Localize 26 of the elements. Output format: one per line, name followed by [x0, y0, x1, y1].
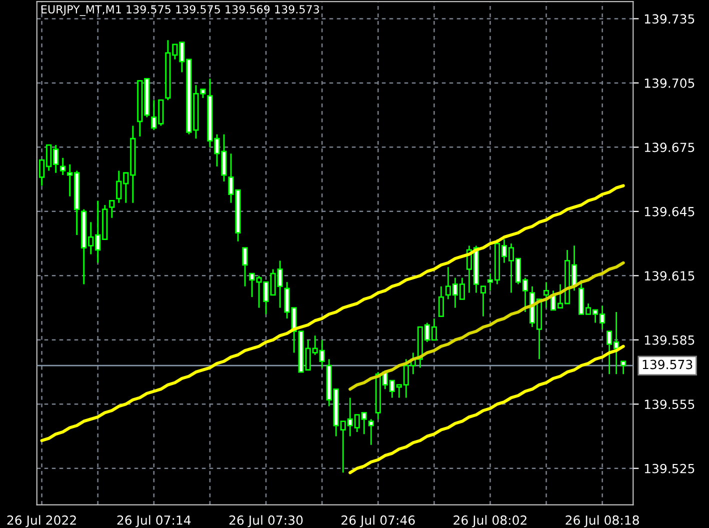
x-tick-label: 26 Jul 07:30	[229, 515, 303, 528]
candlestick	[368, 418, 374, 446]
y-tick-label: 139.705	[644, 78, 694, 88]
candlestick	[620, 360, 626, 375]
line-series	[40, 184, 625, 442]
x-tick-label: 26 Jul 07:46	[342, 515, 415, 528]
ref-line-label: 139.573	[642, 360, 692, 370]
candlestick	[480, 286, 486, 318]
y-tick-label: 139.675	[644, 142, 694, 152]
x-tick-label: 26 Jul 08:18	[566, 515, 639, 528]
line-series	[348, 261, 625, 391]
candlestick	[242, 247, 248, 288]
line-series	[348, 344, 625, 474]
candlestick	[438, 286, 444, 318]
candlestick	[109, 200, 115, 219]
y-tick-label: 139.585	[644, 335, 694, 345]
y-tick-label: 139.645	[644, 206, 694, 216]
y-tick-label: 139.525	[644, 464, 694, 474]
chart-title: EURJPY_MT,M1 139.575 139.575 139.569 139.573	[42, 5, 319, 16]
candlestick	[60, 157, 66, 176]
y-tick-label: 139.735	[644, 14, 694, 24]
x-tick-label: 26 Jul 08:02	[454, 515, 526, 528]
y-tick-label: 139.615	[644, 271, 694, 281]
x-tick-label: 26 Jul 07:14	[117, 515, 191, 528]
x-tick-label: 26 Jul 2022	[7, 515, 76, 528]
y-tick-label: 139.555	[644, 400, 694, 410]
